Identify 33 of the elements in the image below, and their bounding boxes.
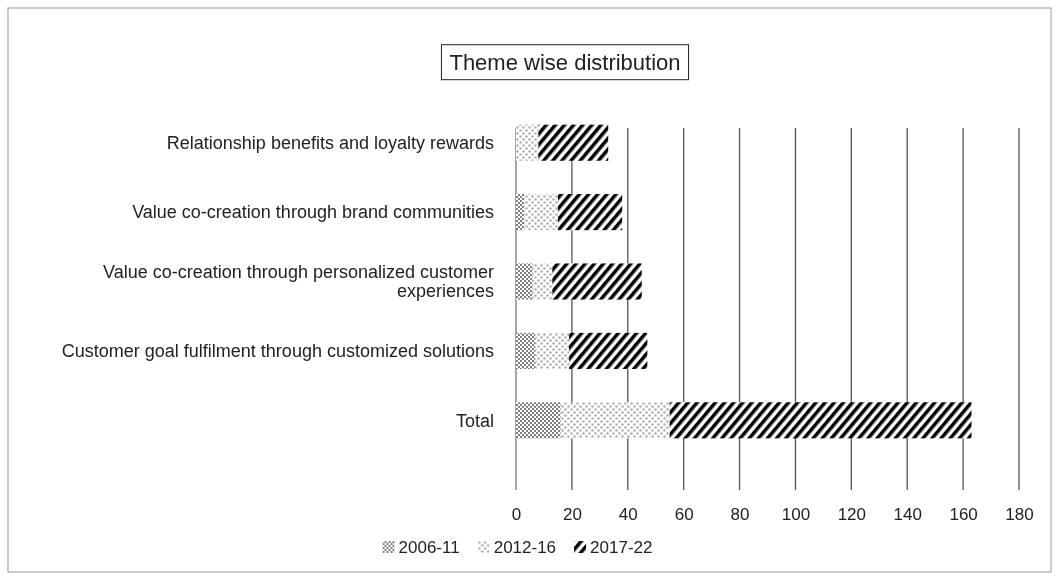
bar bbox=[516, 194, 525, 231]
bar bbox=[569, 332, 648, 369]
bar bbox=[524, 194, 558, 231]
y-tick-label: Relationship benefits and loyalty rewards bbox=[166, 133, 494, 153]
x-tick-label: 120 bbox=[837, 505, 867, 525]
x-tick-label: 140 bbox=[893, 505, 922, 525]
y-tick-label: Customer goal fulfilment through customized solutions bbox=[61, 341, 494, 362]
bar bbox=[516, 263, 533, 300]
x-tick-label: 100 bbox=[781, 505, 811, 525]
bar bbox=[538, 124, 609, 161]
y-tick-label: Total bbox=[455, 410, 494, 431]
bar bbox=[516, 332, 536, 369]
bar bbox=[532, 263, 553, 300]
bar bbox=[552, 263, 642, 300]
legend-label: 2006-11 bbox=[398, 537, 460, 557]
y-tick-label: Value co-creation through brand communities bbox=[132, 202, 494, 223]
x-tick-label: 80 bbox=[730, 505, 750, 525]
chart-title: Theme wise distribution bbox=[449, 49, 681, 75]
bar bbox=[516, 124, 539, 161]
bar bbox=[516, 402, 561, 439]
x-tick-label: 180 bbox=[1005, 505, 1034, 525]
bar bbox=[557, 194, 623, 231]
bar bbox=[669, 402, 972, 439]
legend-label: 2012-16 bbox=[493, 537, 557, 557]
bar bbox=[535, 332, 570, 369]
x-tick-label: 60 bbox=[674, 505, 694, 525]
legend-label: 2017-22 bbox=[590, 537, 653, 557]
bar bbox=[560, 402, 670, 439]
x-tick-label: 160 bbox=[949, 505, 978, 525]
x-tick-label: 0 bbox=[511, 505, 522, 525]
x-tick-label: 20 bbox=[562, 505, 582, 525]
x-tick-label: 40 bbox=[618, 505, 638, 525]
y-tick-label: Value co-creation through personalized customer experiences bbox=[103, 262, 494, 302]
